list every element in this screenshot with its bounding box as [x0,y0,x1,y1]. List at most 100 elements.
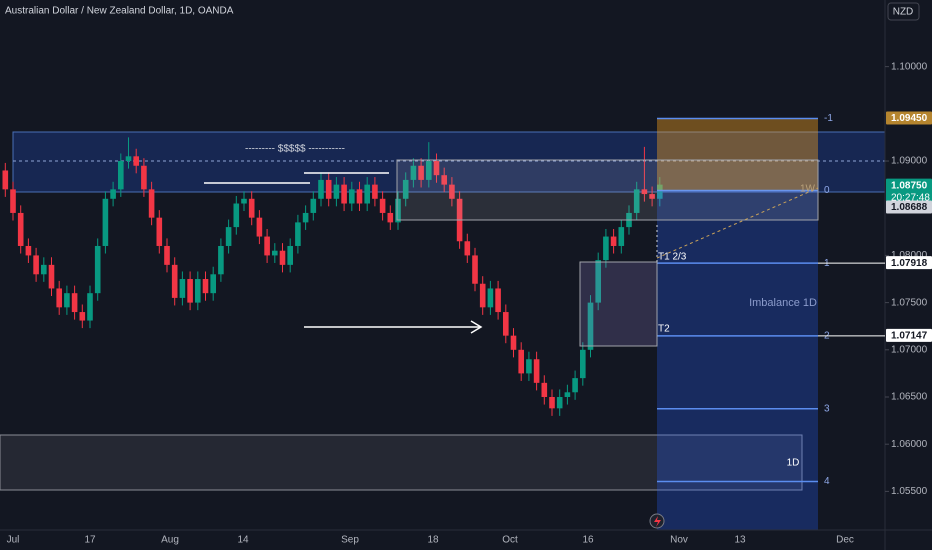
x-tick-label: Aug [161,535,179,546]
candle-body [164,245,170,265]
y-tick-label: 1.07000 [891,344,928,355]
y-tick-label: 1.06000 [891,439,928,450]
zones [0,131,886,491]
fib-projection [657,117,818,531]
event-icon-bolt [654,516,661,527]
price-label-box [886,111,932,125]
candle-body [549,397,555,409]
x-tick-label: 14 [237,535,249,546]
candle-body [325,179,332,199]
candle-body [518,349,524,374]
chart-title: Australian Dollar / New Zealand Dollar, … [5,6,234,17]
supply-zone [12,131,886,193]
candle-body [441,175,447,185]
candle-body [71,293,78,313]
candle-body [171,264,178,298]
candle-body [17,212,24,246]
candle-body [133,156,139,166]
candle-body [33,255,39,275]
candle-body [94,245,101,294]
x-tick-label: Sep [341,535,359,546]
candle-body [556,397,563,409]
candle-body [487,288,494,308]
candle-body [248,198,255,218]
price-label: 1.08688 [891,202,928,213]
candle-body [618,227,625,246]
y-tick-label: 1.07500 [891,297,928,308]
annotation: Imbalance 1D [749,297,817,309]
annotation: T1 2/3 [658,252,687,263]
range-box [396,159,819,221]
candle-body [25,245,32,256]
candle-body [533,359,540,383]
candle-body [580,349,586,379]
price-label: 1.07147 [891,331,928,342]
y-tick-label: 1.09000 [891,156,928,167]
candle-body [156,217,163,246]
candle-body [310,198,317,213]
candle-body [64,293,70,308]
overlay: --------- $$$$$ ----------- 1W T1 2/3 T2… [204,113,833,531]
candle-body [333,184,340,199]
candle-body [141,165,147,190]
x-tick-label: Oct [502,535,518,546]
candle-body [387,212,394,223]
candle-body [218,245,224,275]
annotation: 1D [787,458,800,469]
candle-body [79,312,86,321]
candle-body [526,359,532,374]
candle-body [302,212,309,223]
x-tick-label: Jul [7,535,20,546]
candle-body [341,184,347,204]
fib-label: 3 [824,403,830,414]
price-label-box [886,178,932,205]
x-tick-label: Nov [670,535,688,546]
candle-body [10,189,16,213]
price-label: 1.08750 [891,180,928,191]
candle-body [256,217,263,237]
candle-body [118,161,124,190]
candle-body [479,283,486,308]
annotation: 1W [800,184,816,195]
fib-target-fill [657,118,818,191]
candle-body [279,250,286,265]
candle-body [349,189,355,204]
price-label-box [886,256,932,270]
candle-body [603,236,609,261]
candle-body [241,198,247,204]
candle-body [472,255,478,284]
candle-body [649,194,655,199]
imbalance-box [579,261,658,347]
candle-body [295,222,301,246]
candle-body [610,236,617,246]
candle-body [587,302,594,350]
candle-body [433,161,440,176]
fib-fill [657,190,818,531]
annotation: --------- $$$$$ ----------- [245,144,345,155]
fib-label: 0 [824,185,830,196]
candle-body [379,198,386,213]
annotation: T2 [658,324,670,335]
candle-body [633,189,640,213]
candle-body [418,165,424,180]
currency[interactable]: NZD [893,7,914,18]
candle-body [318,179,324,199]
currency-box[interactable] [887,2,920,21]
fib-label: -1 [824,113,833,124]
candle-body [426,161,432,180]
candle-body [41,264,47,275]
dashed-trend [656,187,819,259]
candle-body [510,335,517,350]
x-tick-label: 13 [734,535,746,546]
y-tick-label: 1.06500 [891,392,928,403]
candle-body [657,184,663,199]
candle-body [495,288,501,313]
candle-body [395,198,401,223]
price-label-box [886,200,932,214]
candle-body [225,227,232,246]
candle-body [125,156,132,162]
price-label: 1.09450 [891,113,928,124]
price-axis [885,0,932,550]
candle-body [87,293,93,321]
candle-body [287,245,293,265]
